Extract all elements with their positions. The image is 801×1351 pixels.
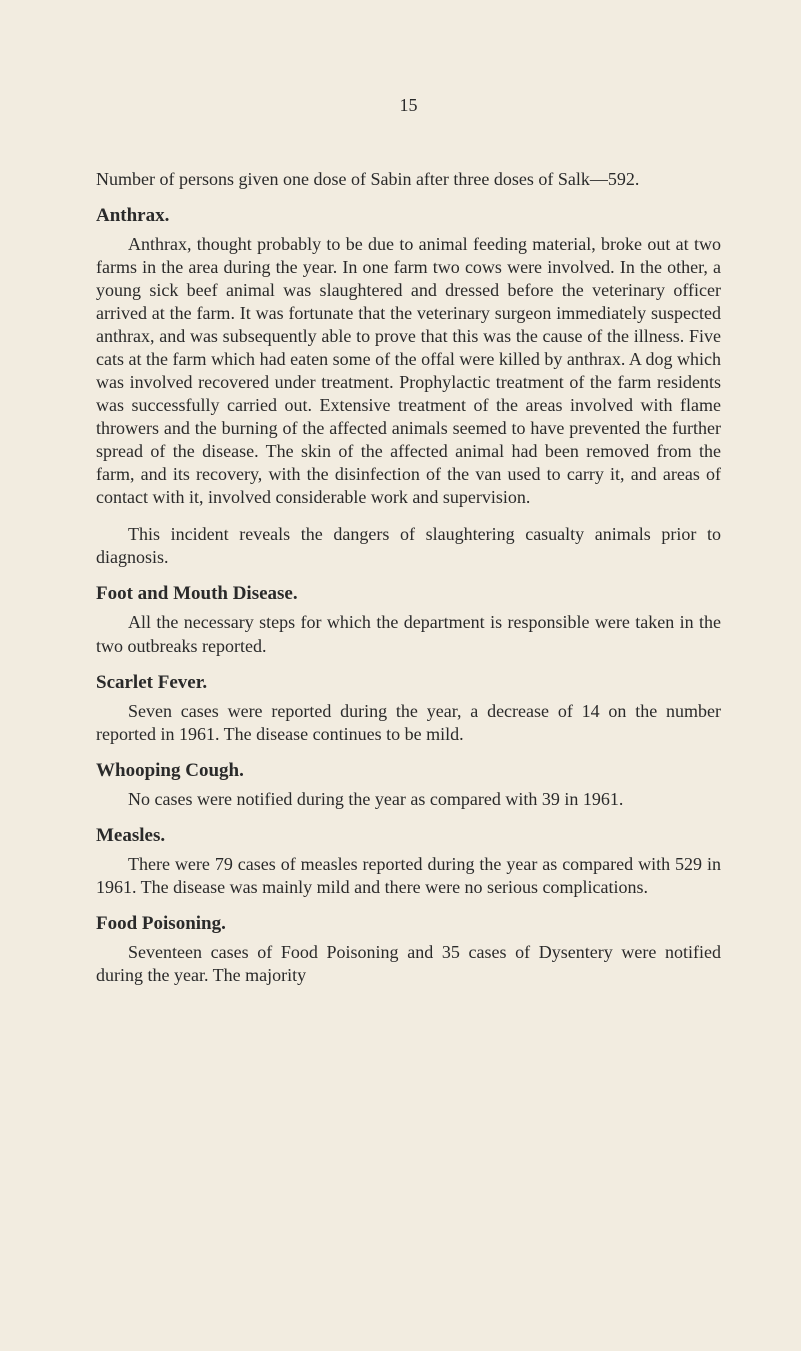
heading-food-poisoning: Food Poisoning. — [96, 913, 721, 935]
heading-scarlet-fever: Scarlet Fever. — [96, 672, 721, 694]
paragraph-text: No cases were notified during the year a… — [96, 788, 721, 811]
paragraph-text: All the necessary steps for which the de… — [96, 611, 721, 657]
heading-foot-mouth: Foot and Mouth Disease. — [96, 583, 721, 605]
section-foot-mouth: Foot and Mouth Disease. All the necessar… — [96, 583, 721, 657]
section-whooping-cough: Whooping Cough. No cases were notified d… — [96, 760, 721, 811]
heading-whooping-cough: Whooping Cough. — [96, 760, 721, 782]
heading-measles: Measles. — [96, 825, 721, 847]
paragraph-text: There were 79 cases of measles reported … — [96, 853, 721, 899]
intro-text: Number of persons given one dose of Sabi… — [96, 168, 721, 191]
page-number: 15 — [96, 95, 721, 116]
intro-block: Number of persons given one dose of Sabi… — [96, 168, 721, 191]
section-food-poisoning: Food Poisoning. Seventeen cases of Food … — [96, 913, 721, 987]
paragraph-text: Seventeen cases of Food Poisoning and 35… — [96, 941, 721, 987]
paragraph-text: Seven cases were reported during the yea… — [96, 700, 721, 746]
paragraph-text: This incident reveals the dangers of sla… — [96, 523, 721, 569]
heading-anthrax: Anthrax. — [96, 205, 721, 227]
section-scarlet-fever: Scarlet Fever. Seven cases were reported… — [96, 672, 721, 746]
section-measles: Measles. There were 79 cases of measles … — [96, 825, 721, 899]
paragraph-text: Anthrax, thought probably to be due to a… — [96, 233, 721, 509]
section-anthrax: Anthrax. Anthrax, thought probably to be… — [96, 205, 721, 569]
